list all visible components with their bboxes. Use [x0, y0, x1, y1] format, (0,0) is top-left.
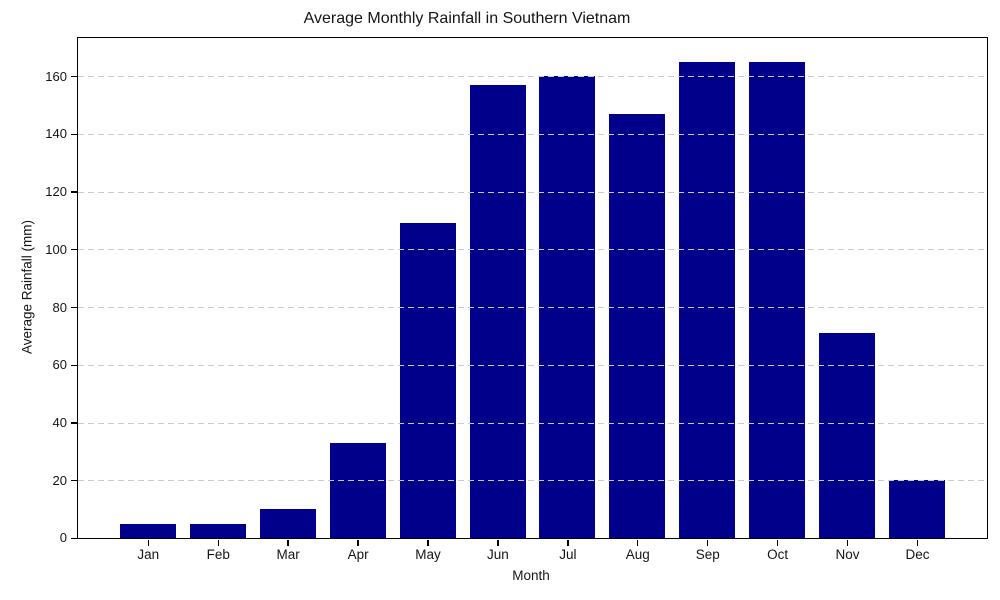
x-tick-mark-apr [357, 539, 359, 546]
x-tick-label-oct: Oct [767, 547, 789, 562]
y-tick-label-20: 20 [52, 472, 67, 488]
x-tick-mark-may [427, 539, 429, 546]
x-tick-label-nov: Nov [835, 547, 860, 562]
bar-apr [329, 442, 386, 538]
plot-area [77, 37, 988, 539]
y-tick-mark-100 [71, 249, 77, 251]
y-tick-mark-120 [71, 191, 77, 193]
bar-aug [609, 113, 666, 538]
x-tick-mark-mar [287, 539, 289, 546]
x-tick-label-apr: Apr [347, 547, 369, 562]
gridline-y-160 [78, 76, 987, 78]
y-tick-label-60: 60 [52, 357, 67, 373]
x-tick-label-sep: Sep [695, 547, 720, 562]
y-tick-label-40: 40 [52, 414, 67, 430]
y-tick-label-0: 0 [59, 530, 67, 546]
y-tick-mark-20 [71, 479, 77, 482]
bar-dec [889, 480, 946, 538]
x-tick-label-dec: Dec [905, 547, 930, 562]
bar-may [399, 223, 456, 538]
x-tick-label-mar: Mar [276, 547, 300, 562]
y-tick-mark-80 [71, 306, 77, 309]
bar-jun [469, 84, 526, 538]
x-axis-label: Month [512, 568, 550, 583]
y-tick-mark-40 [71, 422, 77, 424]
gridline-y-140 [78, 133, 987, 135]
bar-oct [749, 61, 806, 538]
y-tick-label-120: 120 [45, 184, 67, 200]
y-tick-label-80: 80 [52, 299, 67, 315]
y-tick-mark-60 [71, 364, 77, 366]
gridline-y-120 [78, 191, 987, 193]
x-tick-label-may: May [415, 547, 441, 562]
y-axis-label: Average Rainfall (mm) [19, 219, 35, 355]
x-tick-label-feb: Feb [206, 547, 230, 562]
y-tick-label-160: 160 [45, 68, 67, 84]
bar-sep [679, 61, 736, 538]
x-tick-label-aug: Aug [625, 547, 650, 562]
x-tick-mark-sep [707, 539, 709, 546]
x-tick-mark-jun [497, 539, 499, 546]
gridline-y-80 [78, 307, 987, 309]
x-tick-mark-jan [147, 539, 149, 546]
x-tick-label-jun: Jun [487, 547, 509, 562]
y-tick-mark-140 [71, 133, 77, 136]
x-tick-mark-feb [217, 539, 219, 546]
y-tick-mark-160 [71, 75, 77, 78]
bar-nov [819, 333, 876, 538]
x-tick-mark-jul [567, 539, 569, 546]
y-tick-label-100: 100 [45, 241, 67, 257]
x-tick-mark-nov [846, 539, 849, 546]
chart-title: Average Monthly Rainfall in Southern Vie… [303, 10, 631, 27]
x-tick-mark-dec [916, 539, 919, 546]
bar-jul [539, 76, 596, 538]
bar-mar [259, 509, 316, 538]
y-tick-label-140: 140 [45, 126, 67, 142]
bar-jan [119, 523, 176, 538]
x-tick-label-jan: Jan [137, 547, 160, 562]
bar-feb [189, 523, 246, 538]
y-tick-mark-0 [71, 537, 77, 540]
x-tick-mark-oct [776, 539, 779, 546]
x-tick-mark-aug [637, 539, 639, 546]
x-tick-label-jul: Jul [559, 547, 577, 562]
gridline-y-100 [78, 249, 987, 251]
